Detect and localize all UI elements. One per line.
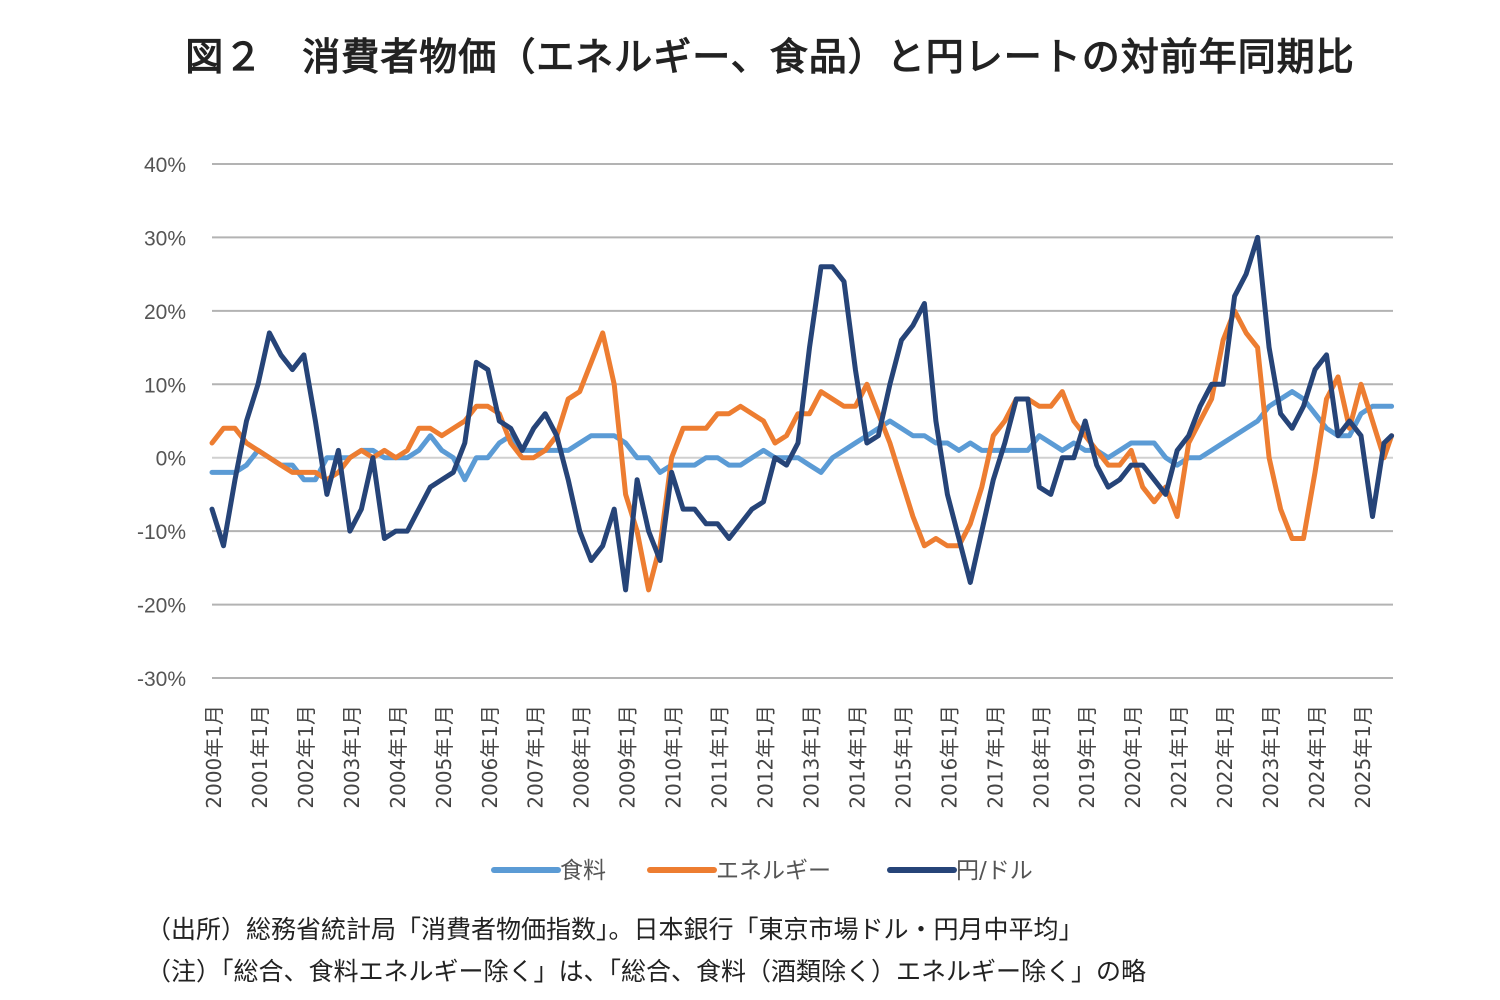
series-line-2: [209, 234, 1395, 593]
x-tick-label: 2021年1月: [1167, 705, 1191, 809]
x-tick-label: 2019年1月: [1075, 705, 1099, 809]
x-tick-label: 2008年1月: [570, 705, 594, 809]
y-tick-label: -30%: [137, 668, 186, 691]
series-lines: [209, 234, 1395, 593]
chart-title: 図２ 消費者物価（エネルギー、食品）と円レートの対前年同期比: [185, 35, 1355, 79]
x-axis-labels: 2000年1月 2001年1月 2002年1月 2003年1月 2004年1月 2005年…: [202, 705, 1375, 809]
x-tick-label: 2020年1月: [1121, 705, 1145, 809]
y-tick-label: 30%: [144, 227, 186, 250]
x-tick-label: 2013年1月: [799, 705, 823, 809]
y-axis-labels: 40% 30% 20% 10% 0% -10% -20% -30%: [137, 154, 186, 691]
x-tick-label: 2012年1月: [754, 705, 778, 809]
x-tick-label: 2022年1月: [1213, 705, 1237, 809]
x-tick-label: 2003年1月: [340, 705, 364, 809]
legend-label: エネルギー: [716, 858, 831, 884]
x-tick-label: 2016年1月: [937, 705, 961, 809]
x-tick-label: 2007年1月: [524, 705, 548, 809]
x-tick-label: 2006年1月: [478, 705, 502, 809]
x-tick-label: 2000年1月: [202, 705, 226, 809]
x-tick-label: 2024年1月: [1305, 705, 1329, 809]
y-tick-label: 20%: [144, 301, 186, 324]
x-tick-label: 2010年1月: [662, 705, 686, 809]
legend: 食料 エネルギー 円/ドル: [491, 858, 1033, 884]
legend-label: 食料: [560, 858, 606, 884]
x-tick-label: 2023年1月: [1259, 705, 1283, 809]
y-tick-label: -20%: [137, 595, 186, 618]
x-tick-label: 2011年1月: [708, 705, 732, 809]
x-tick-label: 2025年1月: [1351, 705, 1375, 809]
y-tick-label: 10%: [144, 374, 186, 397]
y-tick-label: -10%: [137, 521, 186, 544]
source-note: （出所）総務省統計局「消費者物価指数」。日本銀行「東京市場ドル・円月中平均」: [146, 915, 1084, 944]
x-tick-label: 2009年1月: [616, 705, 640, 809]
x-tick-label: 2014年1月: [845, 705, 869, 809]
x-tick-label: 2017年1月: [983, 705, 1007, 809]
x-tick-label: 2002年1月: [294, 705, 318, 809]
y-tick-label: 0%: [156, 448, 186, 471]
series-line-0: [209, 389, 1395, 483]
x-tick-label: 2005年1月: [432, 705, 456, 809]
x-tick-label: 2018年1月: [1029, 705, 1053, 809]
y-tick-label: 40%: [144, 154, 186, 177]
x-tick-label: 2015年1月: [891, 705, 915, 809]
legend-label: 円/ドル: [956, 858, 1033, 884]
gridlines: [212, 163, 1393, 679]
x-tick-label: 2001年1月: [248, 705, 272, 809]
x-tick-label: 2004年1月: [386, 705, 410, 809]
footnote: （注）「総合、食料エネルギー除く」は、「総合、食料（酒類除く）エネルギー除く」の…: [146, 957, 1147, 986]
